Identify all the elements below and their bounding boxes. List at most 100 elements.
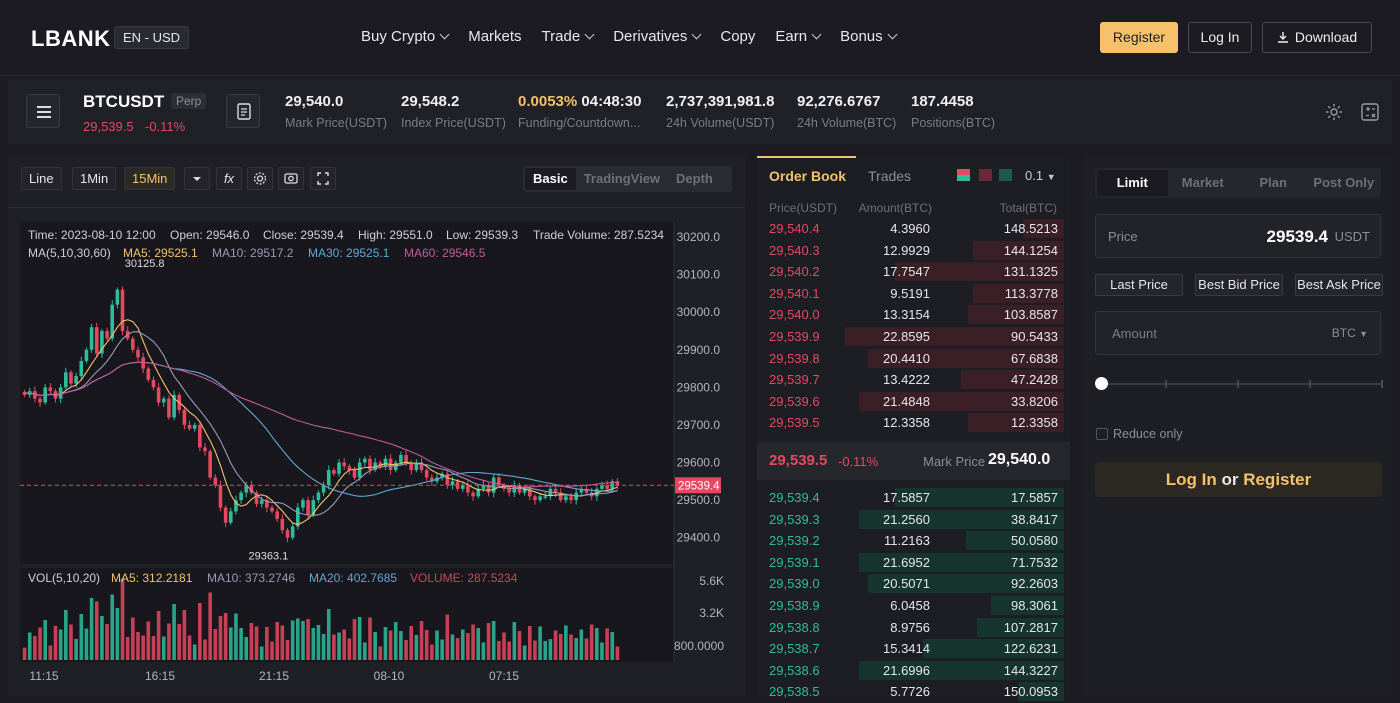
both-sides-view-icon[interactable] [957,169,970,181]
line-chart-button[interactable]: Line [21,167,62,190]
settings-gear-icon[interactable] [1324,102,1344,122]
register-button[interactable]: Register [1100,22,1178,53]
ma30-legend: MA30: 29525.1 [308,246,390,260]
candle-body [368,458,372,471]
view-tradingview-tab[interactable]: TradingView [583,171,661,186]
slider-tick[interactable] [1381,380,1383,388]
view-basic-tab[interactable]: Basic [525,168,576,190]
interval-15min-button[interactable]: 15Min [124,167,176,190]
bid-row[interactable]: 29,539.0 20.5071 92.2603 [757,573,1064,595]
cta-login-link[interactable]: Log In [1165,470,1217,489]
ask-row[interactable]: 29,540.3 12.9929 144.1254 [757,240,1064,262]
download-button[interactable]: Download [1262,22,1372,53]
lbank-logo[interactable]: LBANK [31,26,111,51]
ask-row[interactable]: 29,539.7 13.4222 47.2428 [757,369,1064,391]
ask-row[interactable]: 29,539.8 20.4410 67.6838 [757,348,1064,370]
asks-only-view-icon[interactable] [979,169,992,181]
tab-plan[interactable]: Plan [1259,175,1287,190]
ask-row[interactable]: 29,540.2 17.7547 131.1325 [757,261,1064,283]
price-field[interactable]: Price 29539.4 USDT [1095,214,1381,258]
nav-item-bonus[interactable]: Bonus [840,28,898,45]
nav-item-earn[interactable]: Earn [775,28,822,45]
bid-row[interactable]: 29,539.1 21.6952 71.7532 [757,552,1064,574]
nav-item-trade[interactable]: Trade [542,28,595,45]
tab-post-only[interactable]: Post Only [1313,175,1375,190]
volume-bar [584,638,589,660]
bid-row[interactable]: 29,538.6 21.6996 144.3227 [757,660,1064,682]
chart-view-switch: Basic TradingView Depth [523,166,732,192]
best-bid-price-button[interactable]: Best Bid Price [1195,274,1283,296]
reduce-only-checkbox[interactable] [1096,428,1108,440]
slider-tick[interactable] [1309,380,1311,388]
ask-amount: 13.4222 [883,372,930,388]
best-ask-price-button[interactable]: Best Ask Price [1295,274,1383,296]
ask-row[interactable]: 29,539.5 12.3358 12.3358 [757,412,1064,434]
view-depth-tab[interactable]: Depth [676,171,713,186]
precision-selector[interactable]: 0.1 ▼ [1025,168,1056,183]
candle-body [120,289,125,331]
funding-stat[interactable]: 0.0053% 04:48:30 Funding/Countdown... [518,93,641,130]
bid-amount: 21.6996 [883,662,930,678]
candle-body [502,485,506,489]
document-icon [237,103,251,120]
tab-market[interactable]: Market [1181,175,1224,190]
last-price-button[interactable]: Last Price [1095,274,1183,296]
bid-row[interactable]: 29,539.4 17.5857 17.5857 [757,487,1064,509]
ask-row[interactable]: 29,539.6 21.4848 33.8206 [757,391,1064,413]
amount-field[interactable]: Amount BTC ▼ [1095,311,1381,355]
price-input[interactable]: 29539.4 [1266,227,1328,246]
calculator-icon[interactable] [1360,102,1380,122]
order-book-panel: Order Book Trades 0.1 ▼ Price(USDT) Amou… [757,156,1070,702]
bid-row[interactable]: 29,539.3 21.2560 38.8417 [757,509,1064,531]
ask-row[interactable]: 29,540.4 4.3960 148.5213 [757,218,1064,240]
bids-only-view-icon[interactable] [999,169,1012,181]
volume-bar [393,622,398,660]
market-list-toggle[interactable] [26,94,60,128]
tab-limit[interactable]: Limit [1097,170,1168,196]
screenshot-button[interactable] [278,167,304,190]
cta-or: or [1221,470,1239,489]
volume-bar [218,616,223,660]
bid-row[interactable]: 29,538.5 5.7726 150.0953 [757,681,1064,703]
volume-bar [564,625,568,660]
amount-slider-track[interactable] [1101,383,1383,385]
login-button[interactable]: Log In [1188,22,1252,53]
bid-row[interactable]: 29,539.2 11.2163 50.0580 [757,530,1064,552]
cta-register-link[interactable]: Register [1243,470,1312,489]
nav-item-copy[interactable]: Copy [720,28,755,45]
bid-row[interactable]: 29,538.7 15.3414 122.6231 [757,638,1064,660]
indicators-button[interactable]: fx [216,167,242,190]
nav-item-markets[interactable]: Markets [468,28,521,45]
volume-bar [177,624,182,660]
trades-tab[interactable]: Trades [868,168,912,184]
bid-row[interactable]: 29,538.9 6.0458 98.3061 [757,595,1064,617]
language-currency-selector[interactable]: EN - USD [114,26,190,49]
nav-item-derivatives[interactable]: Derivatives [613,28,702,45]
amount-unit-selector[interactable]: BTC ▼ [1332,326,1368,340]
chart-settings-button[interactable] [247,167,273,190]
nav-item-buy-crypto[interactable]: Buy Crypto [361,28,450,45]
bid-amount: 20.5071 [883,576,930,592]
interval-dropdown-button[interactable] [184,167,210,190]
bid-row[interactable]: 29,538.8 8.9756 107.2817 [757,617,1064,639]
vol-legend-label: VOL(5,10,20) [28,571,100,585]
volume-bar [424,630,429,660]
interval-1min-button[interactable]: 1Min [72,167,117,190]
ask-row[interactable]: 29,540.1 9.5191 113.3778 [757,283,1064,305]
ask-row[interactable]: 29,540.0 13.3154 103.8587 [757,304,1064,326]
order-book-tab[interactable]: Order Book [769,168,847,184]
candle-body [445,473,450,486]
candlestick-chart[interactable]: 30200.0 30100.0 30000.0 29900.0 29800.0 29700… [8,212,745,696]
ask-price: 29,539.6 [769,393,820,409]
amount-slider-handle[interactable] [1095,377,1108,390]
symbol-name[interactable]: BTCUSDT [83,92,165,111]
depth-bar [968,305,1064,325]
candle-body [605,485,609,489]
slider-tick[interactable] [1165,380,1167,388]
fullscreen-button[interactable] [310,167,336,190]
slider-tick[interactable] [1237,380,1239,388]
candle-body [481,485,486,489]
contract-info-button[interactable] [226,94,260,128]
candle-body [430,477,434,482]
ask-row[interactable]: 29,539.9 22.8595 90.5433 [757,326,1064,348]
